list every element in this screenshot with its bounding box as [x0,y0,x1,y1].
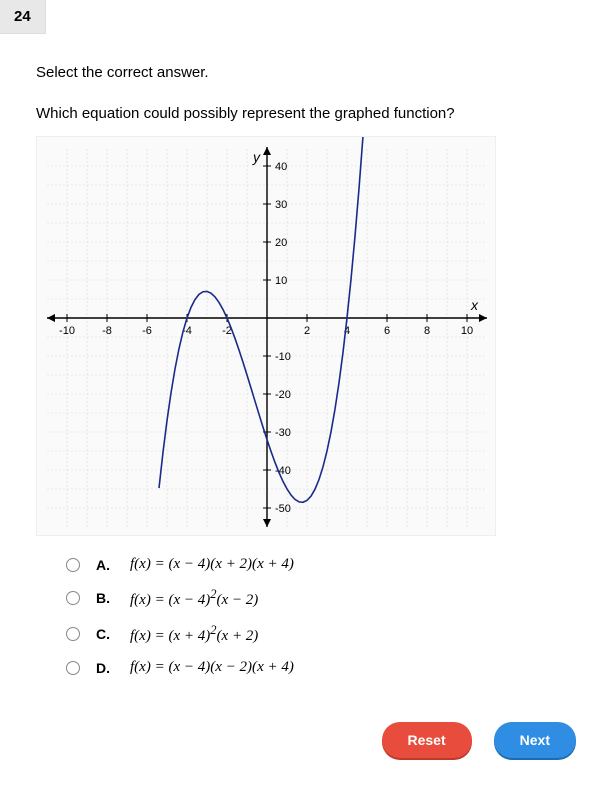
next-button[interactable]: Next [494,722,576,758]
svg-text:-50: -50 [275,503,291,515]
radio-icon[interactable] [66,627,80,641]
choice-d[interactable]: D. f(x) = (x − 4)(x − 2)(x + 4) [66,659,576,676]
radio-icon[interactable] [66,661,80,675]
choice-letter: A. [96,557,114,573]
choice-formula: f(x) = (x − 4)2(x − 2) [130,587,258,609]
svg-text:2: 2 [304,325,310,337]
svg-text:10: 10 [275,275,287,287]
svg-text:y: y [252,149,261,165]
choice-formula: f(x) = (x − 4)(x − 2)(x + 4) [130,659,294,676]
svg-text:-6: -6 [142,325,152,337]
svg-text:8: 8 [424,325,430,337]
svg-text:30: 30 [275,199,287,211]
choice-letter: B. [96,590,114,606]
reset-button[interactable]: Reset [382,722,472,758]
svg-text:-10: -10 [59,325,75,337]
radio-icon[interactable] [66,591,80,605]
question-prompt: Which equation could possibly represent … [36,105,576,122]
answer-choices: A. f(x) = (x − 4)(x + 2)(x + 4) B. f(x) = (… [36,556,576,676]
svg-text:10: 10 [461,325,473,337]
choice-letter: D. [96,660,114,676]
svg-text:x: x [470,297,479,313]
choice-formula: f(x) = (x − 4)(x + 2)(x + 4) [130,556,294,573]
svg-text:-8: -8 [102,325,112,337]
instruction-text: Select the correct answer. [36,64,576,81]
svg-text:20: 20 [275,237,287,249]
svg-text:-20: -20 [275,389,291,401]
svg-text:-10: -10 [275,351,291,363]
choice-letter: C. [96,626,114,642]
question-number-badge: 24 [0,0,46,34]
choice-b[interactable]: B. f(x) = (x − 4)2(x − 2) [66,587,576,609]
choice-formula: f(x) = (x + 4)2(x + 2) [130,623,258,645]
choice-a[interactable]: A. f(x) = (x − 4)(x + 2)(x + 4) [66,556,576,573]
svg-text:-30: -30 [275,427,291,439]
choice-c[interactable]: C. f(x) = (x + 4)2(x + 2) [66,623,576,645]
svg-text:6: 6 [384,325,390,337]
radio-icon[interactable] [66,558,80,572]
svg-text:40: 40 [275,161,287,173]
function-graph: -10-8-6-4-2246810-50-40-30-20-1010203040… [36,136,496,536]
